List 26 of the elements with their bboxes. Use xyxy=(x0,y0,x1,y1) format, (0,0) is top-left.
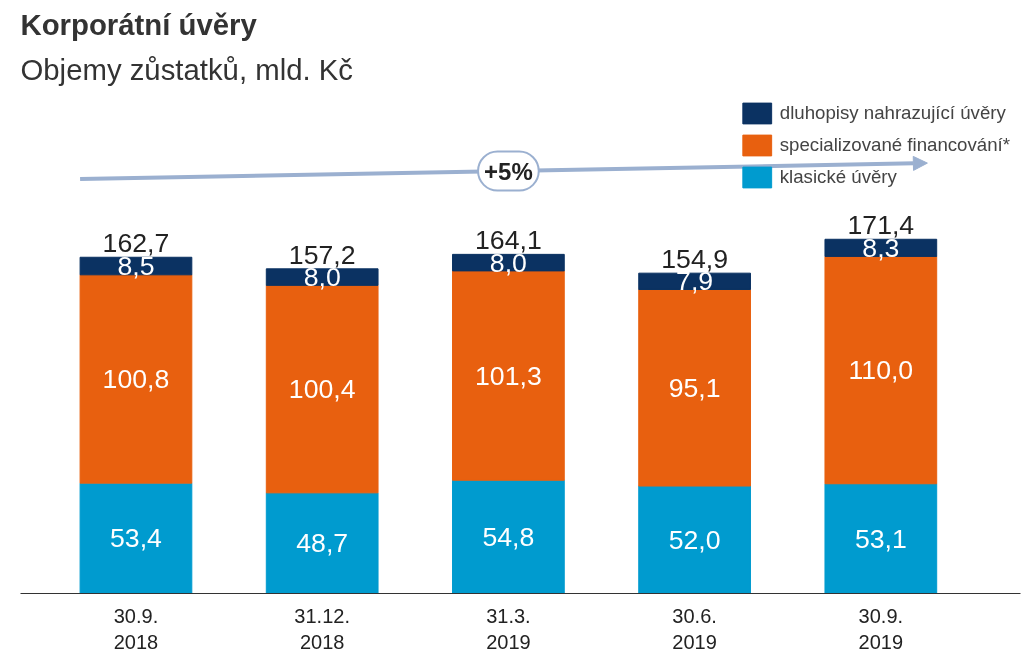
x-tick-label: 31.3. 2019 xyxy=(486,604,531,653)
x-tick-label: 31.12. 2018 xyxy=(294,604,350,653)
legend-label: specializované financování* xyxy=(779,134,1010,156)
legend-label: dluhopisy nahrazující úvěry xyxy=(779,102,1006,124)
data-label: 53,4 xyxy=(110,523,163,554)
data-label: 52,0 xyxy=(668,524,721,555)
text: +5% xyxy=(484,157,533,185)
data-label: 100,8 xyxy=(102,363,170,394)
bar xyxy=(265,492,379,594)
bar xyxy=(824,483,938,594)
data-label: 101,3 xyxy=(475,360,542,391)
legend-label: klasické úvěry xyxy=(779,166,897,188)
data-label: 100,4 xyxy=(288,374,356,405)
data-label: 95,1 xyxy=(668,372,721,403)
data-label: 53,1 xyxy=(854,523,907,554)
data-label: 54,8 xyxy=(482,521,535,552)
chart-subtitle: Objemy zůstatků, mld. Kč xyxy=(20,52,353,86)
bar xyxy=(638,485,751,594)
chart-title: Korporátní úvěry xyxy=(20,7,258,41)
bar xyxy=(79,482,193,594)
x-tick-label: 30.9. 2019 xyxy=(858,604,904,653)
data-label: 110,0 xyxy=(848,355,914,386)
data-label: 48,7 xyxy=(296,528,349,559)
bar xyxy=(452,479,565,594)
x-tick-label: 30.6. 2019 xyxy=(672,604,717,653)
x-tick-label: 30.9. 2018 xyxy=(113,604,159,653)
